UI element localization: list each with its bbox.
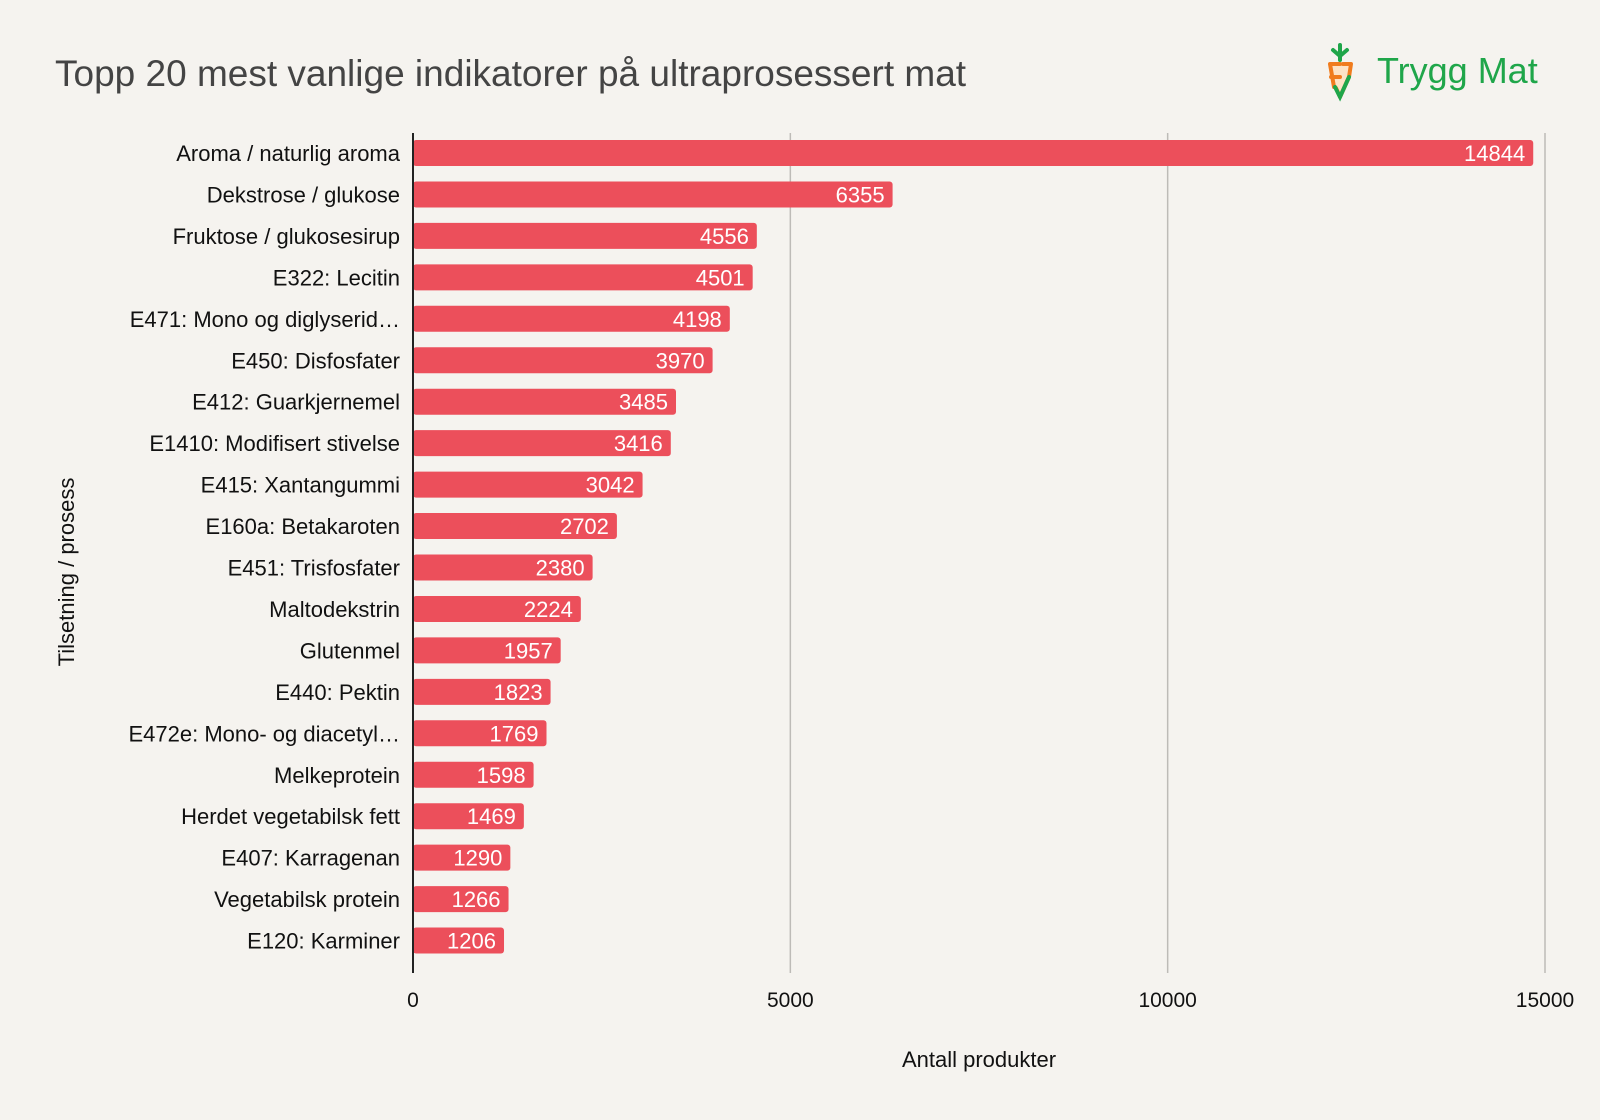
data-label: 1266: [452, 887, 501, 912]
x-tick-label: 15000: [1516, 989, 1574, 1012]
category-label: E451: Trisfosfater: [228, 556, 400, 581]
category-label: E412: Guarkjernemel: [192, 390, 400, 415]
category-label: E160a: Betakaroten: [206, 514, 400, 539]
bar: [413, 430, 671, 457]
x-tick-label: 0: [407, 989, 419, 1012]
category-label: E120: Karminer: [247, 929, 400, 954]
data-label: 2380: [536, 556, 585, 581]
bar: [413, 264, 753, 291]
category-label: Vegetabilsk protein: [214, 887, 400, 912]
category-label: E322: Lecitin: [273, 265, 400, 290]
bar: [413, 471, 643, 498]
data-label: 1290: [453, 846, 502, 871]
data-label: 4556: [700, 224, 749, 249]
category-label: Melkeprotein: [274, 763, 400, 788]
x-axis-label: Antall produkter: [902, 1047, 1056, 1072]
category-label: E472e: Mono- og diacetyl…: [129, 721, 401, 746]
data-label: 1957: [504, 638, 553, 663]
data-label: 4501: [696, 265, 745, 290]
category-label: E471: Mono og diglyserid…: [130, 307, 400, 332]
bar: [413, 927, 505, 954]
bar: [413, 720, 547, 747]
carrot-icon: [1328, 43, 1353, 102]
bar: [413, 844, 511, 871]
bar: [413, 140, 1534, 166]
bar: [413, 347, 713, 374]
bar: [413, 554, 593, 581]
logo-text: Trygg Mat: [1377, 50, 1538, 91]
bar: [413, 513, 617, 540]
data-label: 3042: [586, 473, 635, 498]
data-label: 3970: [656, 348, 705, 373]
data-label: 1598: [477, 763, 526, 788]
category-label: E440: Pektin: [275, 680, 400, 705]
y-axis-label: Tilsetning / prosess: [54, 478, 79, 667]
category-label: E407: Karragenan: [221, 846, 400, 871]
chart-title: Topp 20 mest vanlige indikatorer på ultr…: [55, 53, 967, 94]
x-tick-label: 5000: [767, 989, 814, 1012]
category-label: Dekstrose / glukose: [207, 182, 400, 207]
bar: [413, 637, 561, 664]
data-label: 3416: [614, 431, 663, 456]
category-label: Herdet vegetabilsk fett: [181, 804, 400, 829]
data-label: 1206: [447, 929, 496, 954]
category-label: Maltodekstrin: [269, 597, 400, 622]
bar: [413, 181, 893, 208]
bar: [413, 222, 757, 249]
data-label: 2702: [560, 514, 609, 539]
bar: [413, 595, 581, 622]
category-label: Aroma / naturlig aroma: [176, 141, 401, 166]
bar: [413, 388, 677, 415]
data-label: 2224: [524, 597, 573, 622]
bar: [413, 678, 551, 705]
logo: Trygg Mat: [1328, 43, 1538, 102]
data-label: 3485: [619, 390, 668, 415]
data-label: 6355: [836, 182, 885, 207]
data-label: 1469: [467, 804, 516, 829]
data-label: 1823: [494, 680, 543, 705]
data-label: 1769: [490, 721, 539, 746]
data-label: 4198: [673, 307, 722, 332]
bar: [413, 886, 509, 913]
x-tick-label: 10000: [1138, 989, 1196, 1012]
category-label: Fruktose / glukosesirup: [173, 224, 400, 249]
bar: [413, 305, 730, 332]
category-label: E450: Disfosfater: [231, 348, 400, 373]
category-label: Glutenmel: [300, 638, 400, 663]
bar: [413, 761, 534, 788]
data-label: 14844: [1464, 141, 1525, 166]
bar: [413, 803, 524, 830]
category-label: E415: Xantangummi: [201, 473, 400, 498]
category-label: E1410: Modifisert stivelse: [149, 431, 400, 456]
